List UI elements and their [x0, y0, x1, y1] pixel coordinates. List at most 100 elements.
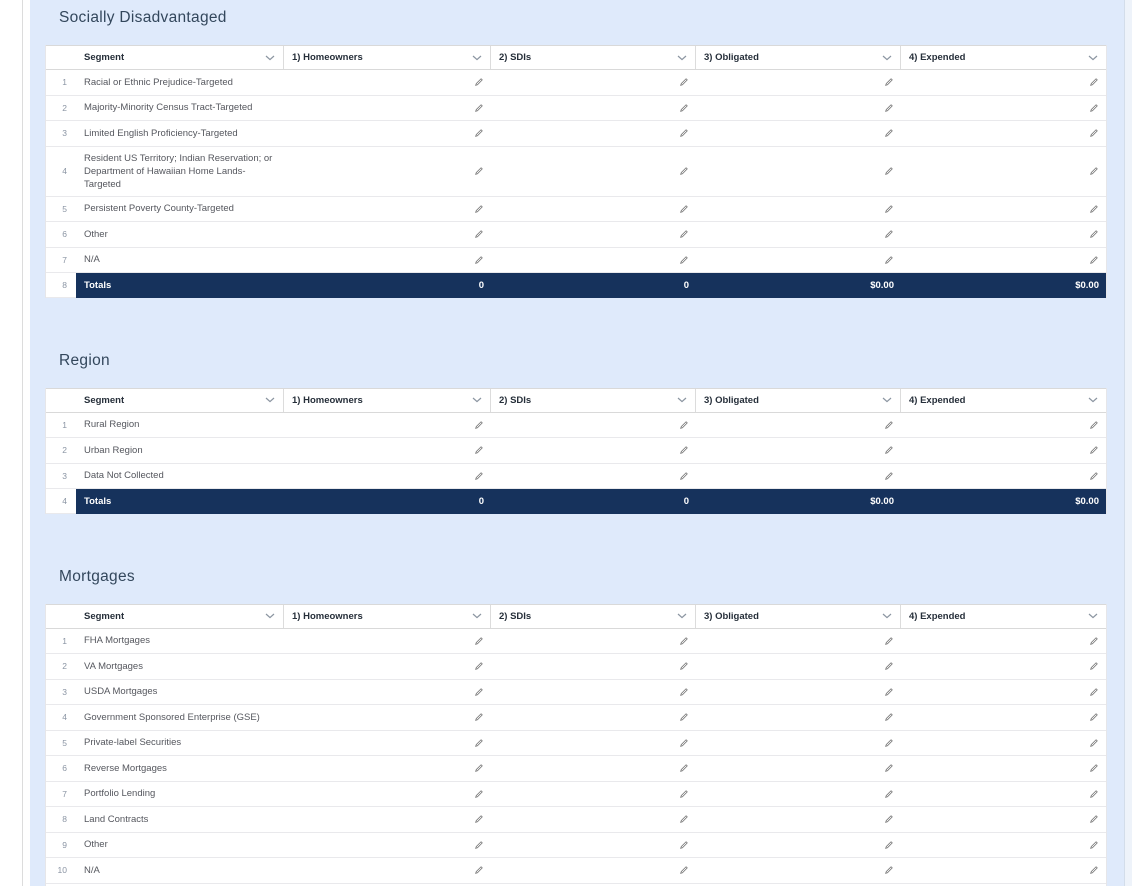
edit-pencil-icon[interactable]	[884, 814, 894, 824]
chevron-down-icon[interactable]	[1088, 397, 1098, 403]
edit-pencil-icon[interactable]	[1089, 229, 1099, 239]
edit-pencil-icon[interactable]	[474, 661, 484, 671]
edit-pencil-icon[interactable]	[1089, 865, 1099, 875]
edit-pencil-icon[interactable]	[679, 636, 689, 646]
edit-pencil-icon[interactable]	[679, 103, 689, 113]
edit-pencil-icon[interactable]	[1089, 420, 1099, 430]
edit-pencil-icon[interactable]	[679, 471, 689, 481]
column-header-segment[interactable]: Segment	[76, 604, 284, 628]
chevron-down-icon[interactable]	[472, 397, 482, 403]
column-header-homeowners[interactable]: 1) Homeowners	[284, 604, 491, 628]
chevron-down-icon[interactable]	[472, 613, 482, 619]
edit-pencil-icon[interactable]	[884, 128, 894, 138]
edit-pencil-icon[interactable]	[679, 661, 689, 671]
edit-pencil-icon[interactable]	[474, 840, 484, 850]
edit-pencil-icon[interactable]	[474, 687, 484, 697]
chevron-down-icon[interactable]	[265, 613, 275, 619]
edit-pencil-icon[interactable]	[474, 77, 484, 87]
edit-pencil-icon[interactable]	[884, 661, 894, 671]
edit-pencil-icon[interactable]	[884, 865, 894, 875]
edit-pencil-icon[interactable]	[884, 103, 894, 113]
edit-pencil-icon[interactable]	[679, 738, 689, 748]
edit-pencil-icon[interactable]	[884, 229, 894, 239]
chevron-down-icon[interactable]	[882, 55, 892, 61]
edit-pencil-icon[interactable]	[474, 229, 484, 239]
edit-pencil-icon[interactable]	[679, 229, 689, 239]
edit-pencil-icon[interactable]	[679, 445, 689, 455]
edit-pencil-icon[interactable]	[1089, 636, 1099, 646]
edit-pencil-icon[interactable]	[474, 636, 484, 646]
column-header-sdis[interactable]: 2) SDIs	[491, 604, 696, 628]
edit-pencil-icon[interactable]	[474, 789, 484, 799]
column-header-expended[interactable]: 4) Expended	[901, 46, 1106, 69]
edit-pencil-icon[interactable]	[1089, 103, 1099, 113]
edit-pencil-icon[interactable]	[679, 255, 689, 265]
column-header-expended[interactable]: 4) Expended	[901, 605, 1106, 628]
chevron-down-icon[interactable]	[472, 55, 482, 61]
edit-pencil-icon[interactable]	[1089, 789, 1099, 799]
chevron-down-icon[interactable]	[265, 397, 275, 403]
edit-pencil-icon[interactable]	[884, 763, 894, 773]
edit-pencil-icon[interactable]	[679, 204, 689, 214]
edit-pencil-icon[interactable]	[884, 636, 894, 646]
chevron-down-icon[interactable]	[1088, 55, 1098, 61]
edit-pencil-icon[interactable]	[1089, 128, 1099, 138]
edit-pencil-icon[interactable]	[1089, 77, 1099, 87]
edit-pencil-icon[interactable]	[679, 687, 689, 697]
edit-pencil-icon[interactable]	[1089, 166, 1099, 176]
edit-pencil-icon[interactable]	[679, 789, 689, 799]
column-header-expended[interactable]: 4) Expended	[901, 389, 1106, 412]
edit-pencil-icon[interactable]	[679, 166, 689, 176]
edit-pencil-icon[interactable]	[474, 814, 484, 824]
edit-pencil-icon[interactable]	[474, 865, 484, 875]
edit-pencil-icon[interactable]	[679, 763, 689, 773]
edit-pencil-icon[interactable]	[474, 166, 484, 176]
column-header-homeowners[interactable]: 1) Homeowners	[284, 388, 491, 412]
chevron-down-icon[interactable]	[882, 397, 892, 403]
edit-pencil-icon[interactable]	[884, 77, 894, 87]
chevron-down-icon[interactable]	[677, 613, 687, 619]
edit-pencil-icon[interactable]	[884, 445, 894, 455]
edit-pencil-icon[interactable]	[1089, 687, 1099, 697]
edit-pencil-icon[interactable]	[1089, 661, 1099, 671]
column-header-homeowners[interactable]: 1) Homeowners	[284, 46, 491, 69]
edit-pencil-icon[interactable]	[474, 738, 484, 748]
edit-pencil-icon[interactable]	[474, 103, 484, 113]
edit-pencil-icon[interactable]	[1089, 738, 1099, 748]
edit-pencil-icon[interactable]	[884, 738, 894, 748]
column-header-segment[interactable]: Segment	[76, 46, 284, 69]
edit-pencil-icon[interactable]	[1089, 763, 1099, 773]
chevron-down-icon[interactable]	[1088, 613, 1098, 619]
column-header-obligated[interactable]: 3) Obligated	[696, 46, 901, 69]
edit-pencil-icon[interactable]	[474, 420, 484, 430]
edit-pencil-icon[interactable]	[474, 255, 484, 265]
column-header-obligated[interactable]: 3) Obligated	[696, 388, 901, 412]
edit-pencil-icon[interactable]	[884, 840, 894, 850]
edit-pencil-icon[interactable]	[1089, 204, 1099, 214]
edit-pencil-icon[interactable]	[474, 445, 484, 455]
edit-pencil-icon[interactable]	[884, 687, 894, 697]
column-header-obligated[interactable]: 3) Obligated	[696, 604, 901, 628]
edit-pencil-icon[interactable]	[884, 420, 894, 430]
edit-pencil-icon[interactable]	[679, 814, 689, 824]
column-header-sdis[interactable]: 2) SDIs	[491, 388, 696, 412]
edit-pencil-icon[interactable]	[474, 204, 484, 214]
edit-pencil-icon[interactable]	[884, 789, 894, 799]
edit-pencil-icon[interactable]	[679, 128, 689, 138]
chevron-down-icon[interactable]	[265, 55, 275, 61]
edit-pencil-icon[interactable]	[474, 763, 484, 773]
column-header-segment[interactable]: Segment	[76, 388, 284, 412]
edit-pencil-icon[interactable]	[1089, 471, 1099, 481]
chevron-down-icon[interactable]	[677, 397, 687, 403]
edit-pencil-icon[interactable]	[884, 255, 894, 265]
column-header-sdis[interactable]: 2) SDIs	[491, 46, 696, 69]
edit-pencil-icon[interactable]	[1089, 445, 1099, 455]
edit-pencil-icon[interactable]	[679, 865, 689, 875]
edit-pencil-icon[interactable]	[884, 204, 894, 214]
edit-pencil-icon[interactable]	[1089, 840, 1099, 850]
edit-pencil-icon[interactable]	[1089, 255, 1099, 265]
edit-pencil-icon[interactable]	[474, 128, 484, 138]
edit-pencil-icon[interactable]	[474, 471, 484, 481]
edit-pencil-icon[interactable]	[679, 77, 689, 87]
edit-pencil-icon[interactable]	[679, 712, 689, 722]
